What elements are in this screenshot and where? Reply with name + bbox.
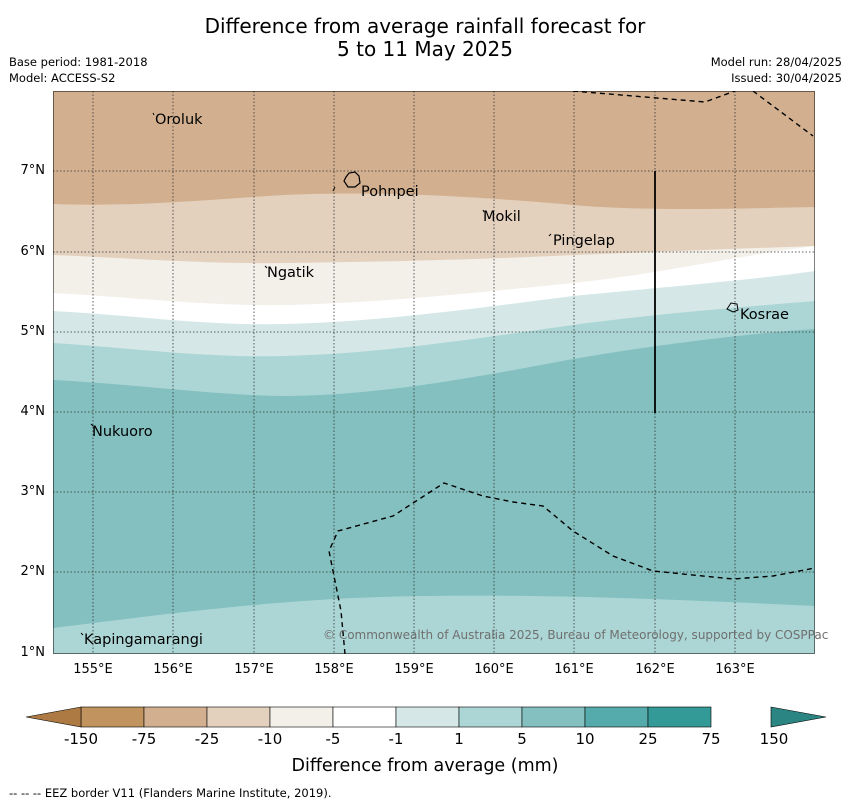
eez-border <box>328 91 815 654</box>
kosrae-island <box>726 302 739 313</box>
colorbar-tick-label: -5 <box>325 730 341 748</box>
lat-tick-4n: 4°N <box>20 404 46 419</box>
oroluk-atoll <box>152 112 155 116</box>
colorbar-extend-low <box>25 706 82 728</box>
place-label-mokil: Mokil <box>483 209 521 225</box>
colorbar <box>25 706 827 728</box>
map-title-line-1: Difference from average rainfall forecas… <box>204 14 646 38</box>
place-label-pohnpei: Pohnpei <box>361 184 419 200</box>
colorbar-tick-label: -25 <box>194 730 220 748</box>
colorbar-tick-label: 10 <box>575 730 595 748</box>
colorbar-cell <box>143 706 208 728</box>
eez-border-footnote: -- -- -- EEZ border V11 (Flanders Marine… <box>9 786 332 800</box>
place-label-oroluk: Oroluk <box>155 112 203 128</box>
lon-tick-156e: 156°E <box>153 662 193 677</box>
model-run-label: Model run: 28/04/2025 <box>710 55 842 69</box>
lat-tick-1n: 1°N <box>20 645 46 660</box>
rainfall-anomaly-map <box>53 91 815 654</box>
lon-tick-159e: 159°E <box>394 662 434 677</box>
lon-tick-163e: 163°E <box>715 662 755 677</box>
lon-tick-157e: 157°E <box>234 662 274 677</box>
lat-tick-5n: 5°N <box>20 324 46 339</box>
lon-tick-161e: 161°E <box>554 662 594 677</box>
lon-tick-162e: 162°E <box>635 662 675 677</box>
map-frame <box>53 91 815 654</box>
band-minus25-to-minus10 <box>53 91 815 210</box>
colorbar-tick-label: -1 <box>388 730 404 748</box>
colorbar-cell <box>647 706 712 728</box>
map-title-line-2: 5 to 11 May 2025 <box>337 37 513 61</box>
colorbar-cell <box>458 706 523 728</box>
colorbar-tick-label: -10 <box>257 730 283 748</box>
mokil-atoll <box>482 209 485 213</box>
lat-tick-7n: 7°N <box>20 163 46 178</box>
colorbar-cell <box>395 706 460 728</box>
lat-tick-6n: 6°N <box>20 244 46 259</box>
colorbar-title: Difference from average (mm) <box>291 756 559 776</box>
colorbar-cell <box>80 706 145 728</box>
lon-tick-160e: 160°E <box>474 662 514 677</box>
colorbar-cell <box>584 706 649 728</box>
lat-tick-2n: 2°N <box>20 564 46 579</box>
lon-tick-155e: 155°E <box>73 662 113 677</box>
gridlines <box>53 91 815 654</box>
place-label-kosrae: Kosrae <box>740 307 789 323</box>
place-label-ngatik: Ngatik <box>267 265 315 281</box>
ngatik-atoll <box>264 265 268 269</box>
colorbar-tick-label: 5 <box>517 730 527 748</box>
colorbar-tick-label: -150 <box>63 730 99 748</box>
colorbar-cell <box>332 706 397 728</box>
colorbar-tick-label: 75 <box>701 730 721 748</box>
pohnpei-island <box>343 171 361 188</box>
colorbar-tick-label: 25 <box>638 730 658 748</box>
islet-west-pohnpei <box>332 186 336 192</box>
nukuoro-atoll <box>90 423 94 427</box>
colorbar-tick-label: 150 <box>759 730 789 748</box>
colorbar-cell <box>521 706 586 728</box>
place-label-kapingamarangi: Kapingamarangi <box>84 632 203 648</box>
kapingamarangi-atoll <box>80 632 84 636</box>
lat-tick-3n: 3°N <box>20 484 46 499</box>
colorbar-extend-high <box>770 706 827 728</box>
colorbar-cell <box>206 706 271 728</box>
place-label-pingelap: Pingelap <box>553 233 615 249</box>
colorbar-tick-label: -75 <box>131 730 157 748</box>
colorbar-cell <box>269 706 334 728</box>
place-label-nukuoro: Nukuoro <box>92 424 153 440</box>
base-period-label: Base period: 1981-2018 <box>9 55 148 69</box>
copyright-notice: © Commonwealth of Australia 2025, Bureau… <box>323 628 829 642</box>
model-label: Model: ACCESS-S2 <box>9 71 116 85</box>
issued-label: Issued: 30/04/2025 <box>731 71 842 85</box>
pingelap-atoll <box>548 233 552 237</box>
colorbar-tick-label: 1 <box>454 730 464 748</box>
lon-tick-158e: 158°E <box>314 662 354 677</box>
